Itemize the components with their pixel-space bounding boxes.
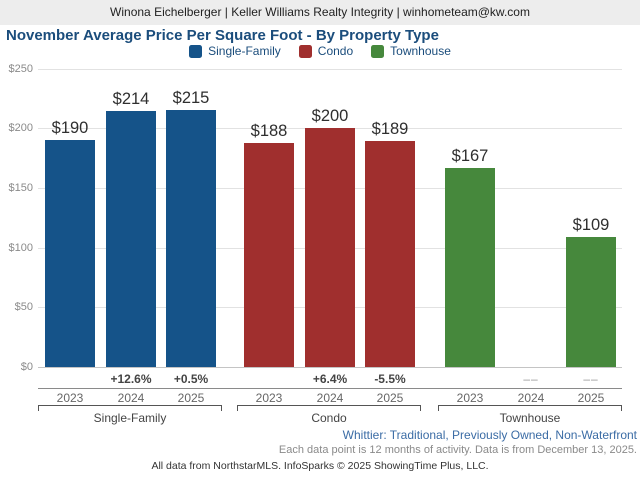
legend-swatch-icon [371, 44, 385, 58]
y-axis-tick-label: $0 [20, 361, 33, 373]
legend-item-single-family[interactable]: Single-Family [189, 44, 281, 58]
bar-value-label: $188 [250, 122, 288, 140]
y-axis-tick-label: $50 [14, 301, 33, 313]
legend-swatch-icon [189, 44, 203, 58]
y-axis-tick-label: $200 [8, 122, 33, 134]
x-axis-year-label: 2025 [577, 391, 605, 405]
bar-value-label: $200 [311, 107, 349, 125]
gridline [38, 367, 622, 368]
pct-change-label: +0.5% [173, 372, 209, 386]
bar-value-label: $109 [572, 216, 610, 234]
pct-change-label: –– [583, 372, 599, 386]
pct-change-label: +6.4% [312, 372, 348, 386]
y-axis-tick-label: $150 [8, 182, 33, 194]
group-bracket [237, 405, 421, 411]
gridline [38, 69, 622, 70]
pct-change-label: +12.6% [110, 372, 152, 386]
legend-label: Single-Family [208, 44, 281, 58]
group-bracket [438, 405, 622, 411]
chart-legend: Single-Family Condo Townhouse [0, 44, 640, 58]
x-axis-year-label: 2023 [56, 391, 84, 405]
pct-change-label: -5.5% [374, 372, 406, 386]
group-label-single-family: Single-Family [93, 411, 167, 425]
x-axis-year-label: 2023 [255, 391, 283, 405]
group-bracket [38, 405, 222, 411]
pct-change-label: –– [523, 372, 539, 386]
attribution-line: All data from NorthstarMLS. InfoSparks ©… [151, 460, 489, 472]
x-axis-year-label: 2024 [117, 391, 145, 405]
bar-single-family-2024[interactable] [106, 111, 156, 367]
group-label-condo: Condo [311, 411, 347, 425]
y-axis-tick-label: $100 [8, 242, 33, 254]
data-note: Each data point is 12 months of activity… [278, 444, 637, 456]
legend-swatch-icon [298, 44, 312, 58]
pct-separator-line [38, 388, 622, 389]
bar-condo-2024[interactable] [305, 128, 355, 367]
legend-item-condo[interactable]: Condo [298, 44, 354, 58]
x-axis-year-label: 2025 [376, 391, 404, 405]
x-axis-year-label: 2024 [517, 391, 545, 405]
bar-value-label: $167 [451, 147, 489, 165]
bar-condo-2023[interactable] [244, 143, 294, 367]
bar-townhouse-2023[interactable] [445, 168, 495, 367]
group-label-townhouse: Townhouse [499, 411, 561, 425]
x-axis-year-label: 2023 [456, 391, 484, 405]
legend-label: Townhouse [390, 44, 451, 58]
filter-description: Whittier: Traditional, Previously Owned,… [342, 428, 637, 442]
legend-item-townhouse[interactable]: Townhouse [371, 44, 451, 58]
page-title: November Average Price Per Square Foot -… [6, 27, 439, 44]
bar-value-label: $214 [112, 90, 150, 108]
bar-value-label: $190 [51, 119, 89, 137]
bar-value-label: $215 [172, 89, 210, 107]
bar-townhouse-2025[interactable] [566, 237, 616, 367]
legend-label: Condo [317, 44, 354, 58]
bar-value-label: $189 [371, 120, 409, 138]
y-axis-tick-label: $250 [8, 63, 33, 75]
header-strip: Winona Eichelberger | Keller Williams Re… [0, 0, 640, 25]
bar-single-family-2023[interactable] [45, 140, 95, 367]
x-axis-year-label: 2025 [177, 391, 205, 405]
x-axis-year-label: 2024 [316, 391, 344, 405]
bar-condo-2025[interactable] [365, 141, 415, 367]
contact-line: Winona Eichelberger | Keller Williams Re… [110, 5, 530, 19]
bar-single-family-2025[interactable] [166, 110, 216, 367]
